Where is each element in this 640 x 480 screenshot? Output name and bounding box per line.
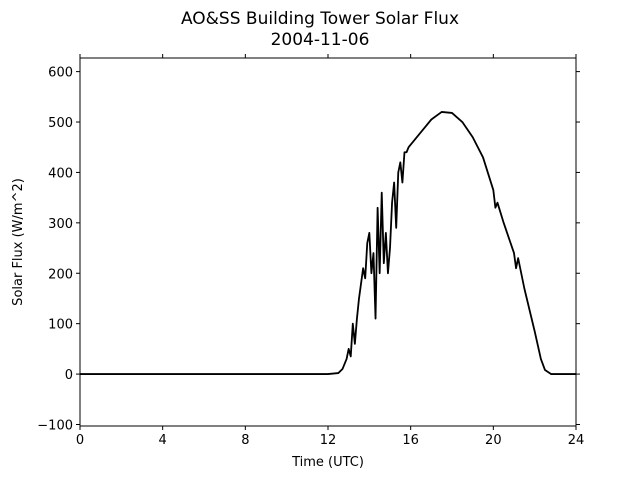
x-tick-label: 12 <box>320 433 337 448</box>
x-axis-label: Time (UTC) <box>291 455 364 470</box>
y-tick-label: 600 <box>48 66 73 81</box>
x-tick-label: 0 <box>76 433 84 448</box>
x-tick-label: 20 <box>485 433 502 448</box>
series-line <box>80 111 576 375</box>
y-tick-label: 100 <box>48 318 73 333</box>
y-tick-label: 0 <box>65 368 73 383</box>
plot-frame <box>79 57 577 427</box>
x-tick-label: 24 <box>568 433 585 448</box>
chart-title: AO&SS Building Tower Solar Flux <box>181 9 459 29</box>
y-tick-label: 300 <box>48 217 73 232</box>
y-tick-label: 400 <box>48 166 73 181</box>
x-tick-label: 8 <box>241 433 249 448</box>
y-tick-label: 200 <box>48 267 73 282</box>
y-tick-label: 500 <box>48 116 73 131</box>
y-tick-label: −100 <box>37 418 73 433</box>
chart-subtitle: 2004-11-06 <box>271 30 370 50</box>
y-axis-label: Solar Flux (W/m^2) <box>11 178 26 306</box>
x-tick-label: 16 <box>402 433 419 448</box>
x-tick-label: 4 <box>159 433 167 448</box>
